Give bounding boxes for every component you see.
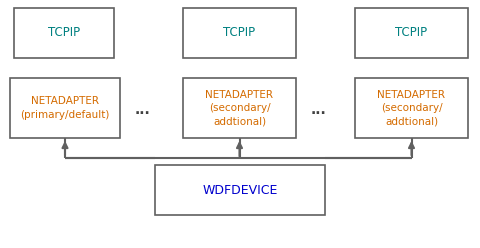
Bar [155,165,325,215]
Text: TCPIP: TCPIP [396,27,428,39]
Bar [14,8,114,58]
Text: ...: ... [135,103,151,117]
Bar [10,78,120,138]
Text: TCPIP: TCPIP [223,27,255,39]
Text: WDFDEVICE: WDFDEVICE [202,184,278,196]
Text: TCPIP: TCPIP [48,27,80,39]
Text: NETADAPTER
(secondary/
addtional): NETADAPTER (secondary/ addtional) [205,90,274,126]
Text: NETADAPTER
(primary/default): NETADAPTER (primary/default) [20,96,110,120]
Text: NETADAPTER
(secondary/
addtional): NETADAPTER (secondary/ addtional) [377,90,445,126]
Bar [355,78,468,138]
Text: ...: ... [310,103,326,117]
Bar [183,78,296,138]
Bar [183,8,296,58]
Bar [355,8,468,58]
